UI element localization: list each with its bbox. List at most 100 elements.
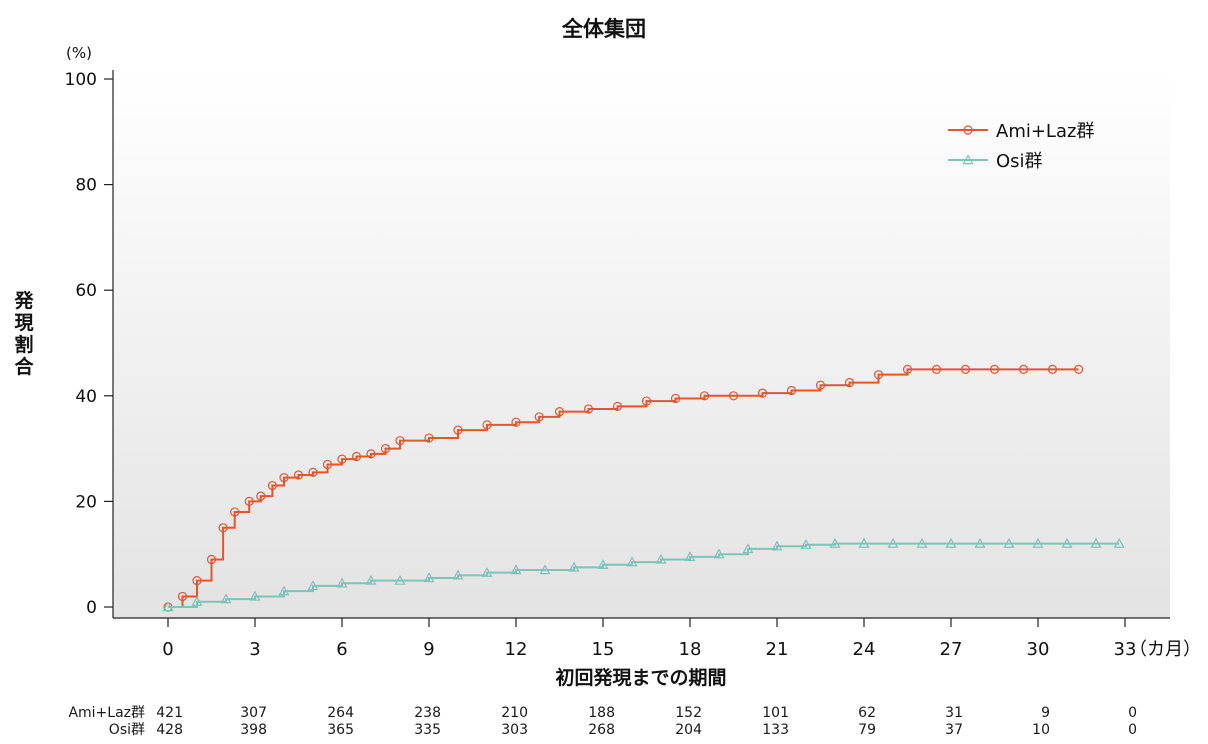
data-point	[1032, 537, 1044, 548]
risk-cell: 210	[501, 705, 528, 721]
data-point	[554, 407, 565, 417]
data-point	[481, 566, 493, 577]
data-point	[395, 436, 405, 446]
risk-cell: 365	[327, 722, 354, 738]
x-tick-label: 24	[853, 639, 876, 660]
risk-cell: 307	[240, 705, 267, 721]
data-point	[568, 561, 580, 572]
data-point	[858, 537, 870, 548]
data-point	[1090, 537, 1102, 548]
chart-title: 全体集団	[561, 17, 646, 41]
x-tick-label: 3	[249, 639, 260, 660]
risk-cell: 188	[588, 705, 615, 721]
data-point	[1047, 364, 1058, 374]
y-axis-label-char: 現	[14, 312, 33, 334]
data-point	[510, 564, 522, 575]
data-point	[244, 496, 254, 506]
data-point	[713, 548, 725, 559]
data-point	[815, 380, 826, 390]
y-axis-label-char: 発	[13, 289, 34, 312]
risk-cell: 37	[945, 722, 963, 738]
data-point	[829, 537, 841, 548]
series-ami-laz	[163, 364, 1084, 612]
risk-row-label: Ami+Laz群	[68, 705, 145, 721]
data-point	[351, 451, 362, 462]
data-point	[742, 543, 754, 554]
y-axis-unit: (%)	[66, 44, 92, 62]
x-tick-label: 0	[162, 639, 173, 660]
data-point	[534, 412, 544, 422]
y-axis-label: 発現割合	[13, 289, 34, 378]
data-point	[308, 467, 318, 477]
data-point	[1073, 364, 1084, 374]
series-line	[168, 542, 1120, 608]
legend-label: Ami+Laz群	[996, 121, 1094, 142]
y-axis-label-char: 割	[14, 333, 33, 356]
data-point	[191, 595, 203, 606]
y-tick-label: 80	[75, 176, 97, 196]
data-point	[641, 396, 652, 406]
risk-cell: 204	[675, 722, 702, 738]
x-tick-label: 33	[1114, 639, 1137, 660]
data-point	[482, 420, 492, 430]
data-point	[394, 574, 406, 585]
data-point	[452, 569, 464, 580]
data-point	[902, 364, 913, 374]
data-point	[365, 574, 377, 585]
legend-marker-circle	[963, 125, 973, 135]
axes: 0 20 40 60 80 100 0 3 6 9 12 15 18 21 24 27 30 33	[65, 70, 1170, 660]
risk-cell: 133	[762, 722, 789, 738]
data-point	[887, 537, 899, 548]
data-point	[1113, 537, 1125, 548]
data-point	[989, 364, 1000, 374]
x-tick-label: 21	[766, 639, 789, 660]
x-tick-label: 30	[1027, 639, 1050, 660]
data-point	[597, 559, 609, 569]
risk-cell: 31	[945, 705, 963, 721]
data-point	[728, 391, 739, 401]
legend: Ami+Laz群 Osi群	[948, 121, 1094, 172]
x-axis-unit: （カ月）	[1129, 639, 1201, 660]
data-point	[960, 364, 971, 374]
data-point	[162, 601, 174, 612]
risk-cell: 303	[501, 722, 528, 738]
risk-cell: 428	[156, 722, 183, 738]
data-point	[757, 388, 768, 398]
data-point	[800, 538, 812, 549]
risk-cell: 9	[1041, 705, 1050, 721]
data-point	[249, 590, 261, 601]
data-point	[945, 537, 957, 548]
risk-cell: 335	[414, 722, 441, 738]
data-point	[267, 480, 277, 491]
data-point	[699, 391, 710, 401]
x-tick-label: 15	[592, 639, 615, 660]
data-point	[279, 473, 289, 483]
y-tick-label: 60	[75, 281, 97, 301]
data-point	[307, 580, 319, 591]
y-axis-label-char: 合	[14, 355, 34, 378]
data-point	[337, 454, 347, 464]
data-point	[192, 575, 202, 586]
risk-cell: 0	[1128, 722, 1137, 738]
risk-cell: 238	[414, 705, 441, 721]
x-axis-label: 初回発現までの期間	[555, 666, 726, 689]
data-point	[786, 385, 797, 396]
data-point	[206, 554, 217, 565]
data-point	[424, 433, 434, 443]
data-point	[771, 540, 783, 551]
data-point	[177, 591, 188, 602]
data-point	[583, 404, 594, 414]
risk-cell: 0	[1128, 705, 1137, 721]
legend-item: Ami+Laz群	[948, 121, 1094, 142]
risk-cell: 10	[1032, 722, 1050, 738]
data-point	[230, 507, 240, 517]
x-tick-label: 6	[336, 639, 347, 660]
data-point	[293, 470, 304, 480]
data-point	[612, 401, 623, 411]
y-tick-label: 40	[75, 387, 97, 407]
risk-cell: 79	[858, 722, 876, 738]
series-layer	[162, 364, 1125, 612]
risk-cell: 101	[762, 705, 789, 721]
y-tick-label: 20	[75, 492, 97, 512]
y-tick-label: 0	[86, 598, 97, 618]
